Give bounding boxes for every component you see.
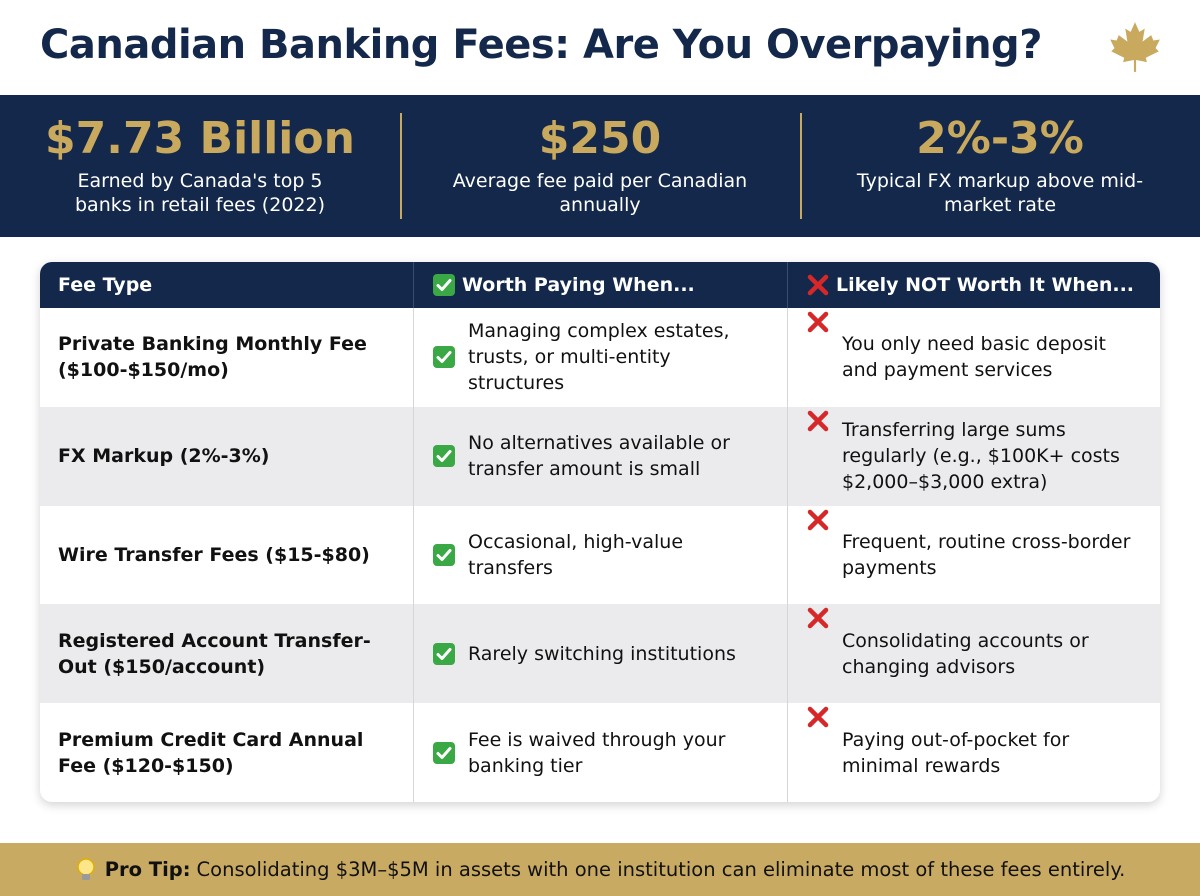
table-cell: Paying out-of-pocket for minimal rewards (787, 703, 1160, 802)
check-icon (433, 543, 455, 566)
check-icon (433, 445, 455, 468)
column-header-text: Worth Paying When... (462, 274, 695, 296)
table-cell: Registered Account Transfer-Out ($150/ac… (40, 604, 413, 704)
cell-text: Managing complex estates, trusts, or mul… (468, 320, 730, 395)
cell-text: Rarely switching institutions (468, 642, 736, 665)
cell-text: No alternatives available or transfer am… (468, 432, 730, 481)
table-cell: You only need basic deposit and payment … (787, 308, 1160, 407)
cross-icon (807, 509, 829, 530)
cell-text: FX Markup (2%-3%) (58, 445, 270, 468)
stat: $7.73 Billion Earned by Canada's top 5 ba… (0, 95, 400, 237)
stats-banner: $7.73 Billion Earned by Canada's top 5 ba… (0, 95, 1200, 237)
table-cell: Frequent, routine cross-border payments (787, 505, 1160, 605)
stat-label: Typical FX markup above mid-market rate (856, 170, 1144, 216)
stat: 2%-3% Typical FX markup above mid-market … (800, 95, 1200, 237)
cell-text: Fee is waived through your banking tier (468, 728, 726, 777)
stat-label: Average fee paid per Canadian annually (452, 170, 748, 216)
cross-icon (807, 410, 829, 432)
title: Canadian Banking Fees: Are You Overpayin… (40, 22, 1042, 68)
cell-text: You only need basic deposit and payment … (842, 333, 1106, 382)
fee-table: Fee Type Worth Paying When... Likely NOT W… (40, 262, 1160, 802)
cell-text: Occasional, high-value transfers (468, 530, 684, 579)
stat-value: 2%-3% (916, 113, 1084, 164)
pro-tip-text: Consolidating $3M–$5M in assets with one… (196, 858, 1126, 881)
column-header: Worth Paying When... (413, 262, 787, 308)
table-cell: FX Markup (2%-3%) (40, 406, 413, 506)
cross-icon (807, 706, 829, 728)
cell-text: Wire Transfer Fees ($15-$80) (58, 543, 370, 566)
table-cell: Premium Credit Card Annual Fee ($120-$15… (40, 703, 413, 802)
column-header-text: Likely NOT Worth It When... (836, 274, 1135, 296)
column-header-text: Fee Type (58, 274, 153, 296)
cell-text: Transferring large sums regularly (e.g.,… (842, 419, 1120, 494)
stat-value: $250 (538, 113, 662, 164)
table-cell: Fee is waived through your banking tier (413, 703, 787, 802)
check-icon (433, 741, 455, 764)
cell-text: Private Banking Monthly Fee ($100-$150/m… (58, 333, 367, 382)
pro-tip: Pro Tip: Consolidating $3M–$5M in assets… (0, 843, 1200, 896)
cell-text: Paying out-of-pocket for minimal rewards (842, 728, 1070, 777)
cell-text: Frequent, routine cross-border payments (842, 530, 1131, 579)
cross-icon (807, 608, 829, 629)
check-icon (433, 346, 455, 369)
table-cell: Consolidating accounts or changing advis… (787, 604, 1160, 704)
check-icon (433, 274, 455, 296)
bulb-icon (76, 857, 95, 880)
stat-value: $7.73 Billion (45, 113, 355, 164)
check-icon (433, 642, 455, 665)
table-cell: Wire Transfer Fees ($15-$80) (40, 506, 413, 605)
maple-leaf-icon (1110, 22, 1160, 72)
table-cell: Managing complex estates, trusts, or mul… (413, 308, 787, 407)
cell-text: Consolidating accounts or changing advis… (842, 629, 1089, 678)
stat-label: Earned by Canada's top 5 banks in retail… (74, 170, 325, 216)
table-cell: Private Banking Monthly Fee ($100-$150/m… (40, 308, 413, 407)
column-header: Likely NOT Worth It When... (787, 262, 1160, 308)
cell-text: Premium Credit Card Annual Fee ($120-$15… (58, 728, 364, 777)
column-header: Fee Type (40, 262, 413, 308)
cell-text: Registered Account Transfer-Out ($150/ac… (58, 629, 371, 678)
table-cell: Occasional, high-value transfers (413, 505, 787, 605)
cross-icon (807, 274, 829, 296)
pro-tip-label: Pro Tip: (104, 858, 191, 881)
table-cell: No alternatives available or transfer am… (413, 406, 787, 506)
table-cell: Rarely switching institutions (413, 604, 787, 704)
table-cell: Transferring large sums regularly (e.g.,… (787, 406, 1160, 506)
stat: $250 Average fee paid per Canadian annual… (400, 95, 800, 237)
cross-icon (807, 311, 829, 333)
